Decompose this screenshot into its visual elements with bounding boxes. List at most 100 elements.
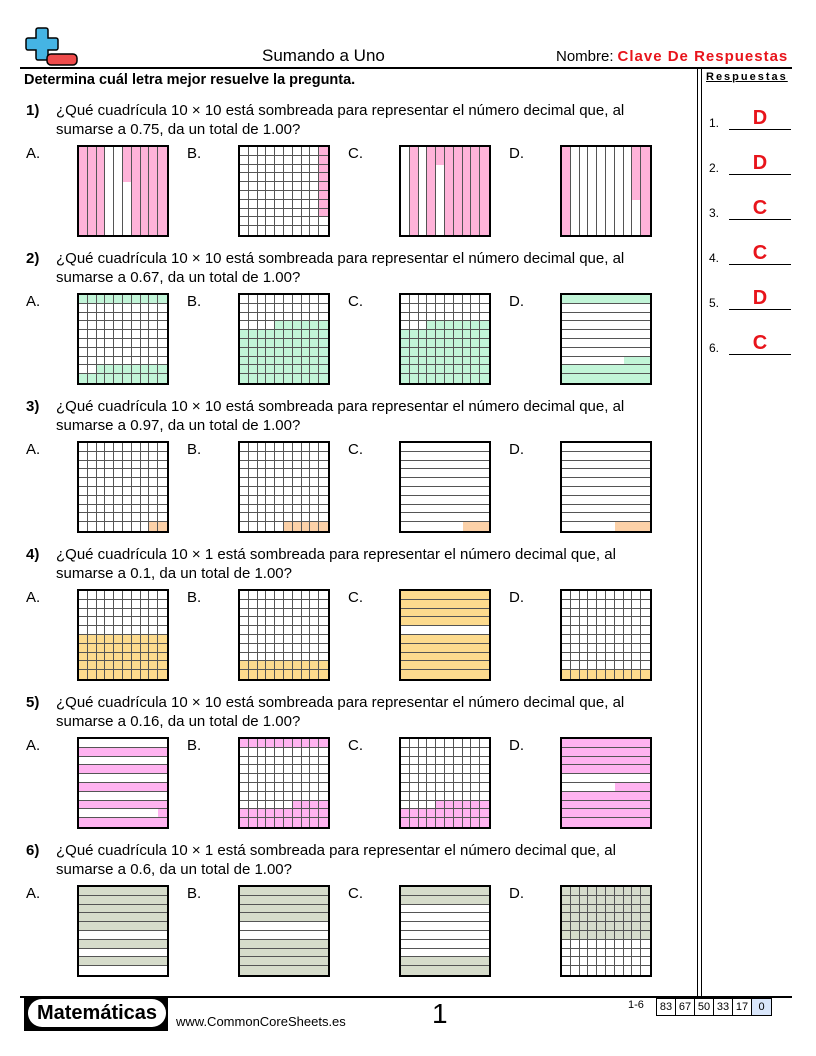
answer-options: A. B. C. D.	[26, 885, 676, 981]
decimal-grid	[399, 293, 491, 385]
option-label: D.	[509, 737, 524, 754]
question-4: 4) ¿Qué cuadrícula 10 × 1 está sombreada …	[26, 545, 676, 685]
option-label: A.	[26, 293, 41, 310]
answer-blank[interactable]: D	[729, 288, 791, 310]
option-label: C.	[348, 293, 363, 310]
score-cell: 83	[657, 999, 676, 1015]
plus-minus-logo-icon	[25, 27, 78, 66]
option-label: A.	[26, 589, 41, 606]
decimal-grid	[560, 293, 652, 385]
question-text: ¿Qué cuadrícula 10 × 1 está sombreada pa…	[56, 546, 616, 582]
decimal-grid	[399, 145, 491, 237]
option-label: D.	[509, 145, 524, 162]
answer-options: A. B. C. D.	[26, 737, 676, 833]
option-label: B.	[187, 885, 202, 902]
score-range-label: 1-6	[628, 999, 644, 1011]
answer-blank[interactable]: D	[729, 153, 791, 175]
question-6: 6) ¿Qué cuadrícula 10 × 1 está sombreada …	[26, 841, 676, 981]
question-text: ¿Qué cuadrícula 10 × 1 está sombreada pa…	[56, 842, 616, 878]
question-5: 5) ¿Qué cuadrícula 10 × 10 está sombreada…	[26, 693, 676, 833]
answer-row: 1. D	[709, 108, 793, 130]
answer-number: 5.	[709, 296, 720, 310]
instructions: Determina cuál letra mejor resuelve la p…	[24, 72, 356, 88]
question-text: ¿Qué cuadrícula 10 × 10 está sombreada p…	[56, 250, 625, 286]
decimal-grid	[399, 885, 491, 977]
name-label: Nombre:	[556, 48, 614, 65]
decimal-grid	[560, 737, 652, 829]
question-1: 1) ¿Qué cuadrícula 10 × 10 está sombreada…	[26, 101, 676, 241]
name-value: Clave De Respuestas	[617, 48, 789, 65]
question-number: 1)	[26, 102, 40, 119]
decimal-grid	[77, 589, 169, 681]
option-label: C.	[348, 145, 363, 162]
question-number: 5)	[26, 694, 40, 711]
question-text: ¿Qué cuadrícula 10 × 10 está sombreada p…	[56, 102, 625, 138]
answer-options: A. B. C. D.	[26, 589, 676, 685]
answer-number: 6.	[709, 341, 720, 355]
answer-options: A. B. C. D.	[26, 293, 676, 389]
option-label: D.	[509, 293, 524, 310]
decimal-grid	[238, 145, 330, 237]
score-cell: 0	[752, 999, 771, 1015]
decimal-grid	[560, 885, 652, 977]
answer-options: A. B. C. D.	[26, 441, 676, 537]
header-divider	[20, 67, 792, 69]
decimal-grid	[560, 145, 652, 237]
decimal-grid	[399, 737, 491, 829]
footer-divider	[20, 996, 792, 998]
option-label: D.	[509, 441, 524, 458]
brand-label: Matemáticas	[28, 999, 166, 1027]
decimal-grid	[77, 885, 169, 977]
option-label: A.	[26, 737, 41, 754]
option-label: B.	[187, 737, 202, 754]
answer-blank[interactable]: D	[729, 108, 791, 130]
answer-number: 4.	[709, 251, 720, 265]
option-label: B.	[187, 441, 202, 458]
answer-row: 6. C	[709, 333, 793, 355]
option-label: C.	[348, 441, 363, 458]
option-label: C.	[348, 589, 363, 606]
answer-blank[interactable]: C	[729, 198, 791, 220]
answer-number: 3.	[709, 206, 720, 220]
option-label: B.	[187, 145, 202, 162]
score-table: 83 67 50 33 17 0	[656, 998, 772, 1016]
answer-row: 3. C	[709, 198, 793, 220]
option-label: D.	[509, 589, 524, 606]
decimal-grid	[77, 293, 169, 385]
decimal-grid	[399, 589, 491, 681]
decimal-grid	[77, 441, 169, 533]
score-cell: 50	[695, 999, 714, 1015]
option-label: A.	[26, 441, 41, 458]
answer-number: 1.	[709, 116, 720, 130]
decimal-grid	[399, 441, 491, 533]
decimal-grid	[238, 885, 330, 977]
answer-row: 4. C	[709, 243, 793, 265]
option-label: A.	[26, 885, 41, 902]
decimal-grid	[77, 145, 169, 237]
website-link[interactable]: www.CommonCoreSheets.es	[176, 1014, 346, 1029]
answers-header: Respuestas	[706, 71, 788, 83]
question-number: 6)	[26, 842, 40, 859]
decimal-grid	[238, 441, 330, 533]
name-field: Nombre: Clave De Respuestas	[556, 48, 788, 65]
answer-column-divider	[697, 68, 702, 996]
decimal-grid	[560, 441, 652, 533]
worksheet-title: Sumando a Uno	[262, 46, 385, 65]
decimal-grid	[238, 737, 330, 829]
option-label: B.	[187, 293, 202, 310]
question-number: 3)	[26, 398, 40, 415]
answer-number: 2.	[709, 161, 720, 175]
answer-blank[interactable]: C	[729, 243, 791, 265]
answer-row: 2. D	[709, 153, 793, 175]
question-number: 2)	[26, 250, 40, 267]
question-3: 3) ¿Qué cuadrícula 10 × 10 está sombreada…	[26, 397, 676, 537]
score-cell: 17	[733, 999, 752, 1015]
answer-options: A. B. C. D.	[26, 145, 676, 241]
score-cell: 33	[714, 999, 733, 1015]
brand-badge: Matemáticas	[24, 997, 168, 1031]
option-label: D.	[509, 885, 524, 902]
answer-row: 5. D	[709, 288, 793, 310]
question-text: ¿Qué cuadrícula 10 × 10 está sombreada p…	[56, 694, 625, 730]
question-2: 2) ¿Qué cuadrícula 10 × 10 está sombreada…	[26, 249, 676, 389]
answer-blank[interactable]: C	[729, 333, 791, 355]
